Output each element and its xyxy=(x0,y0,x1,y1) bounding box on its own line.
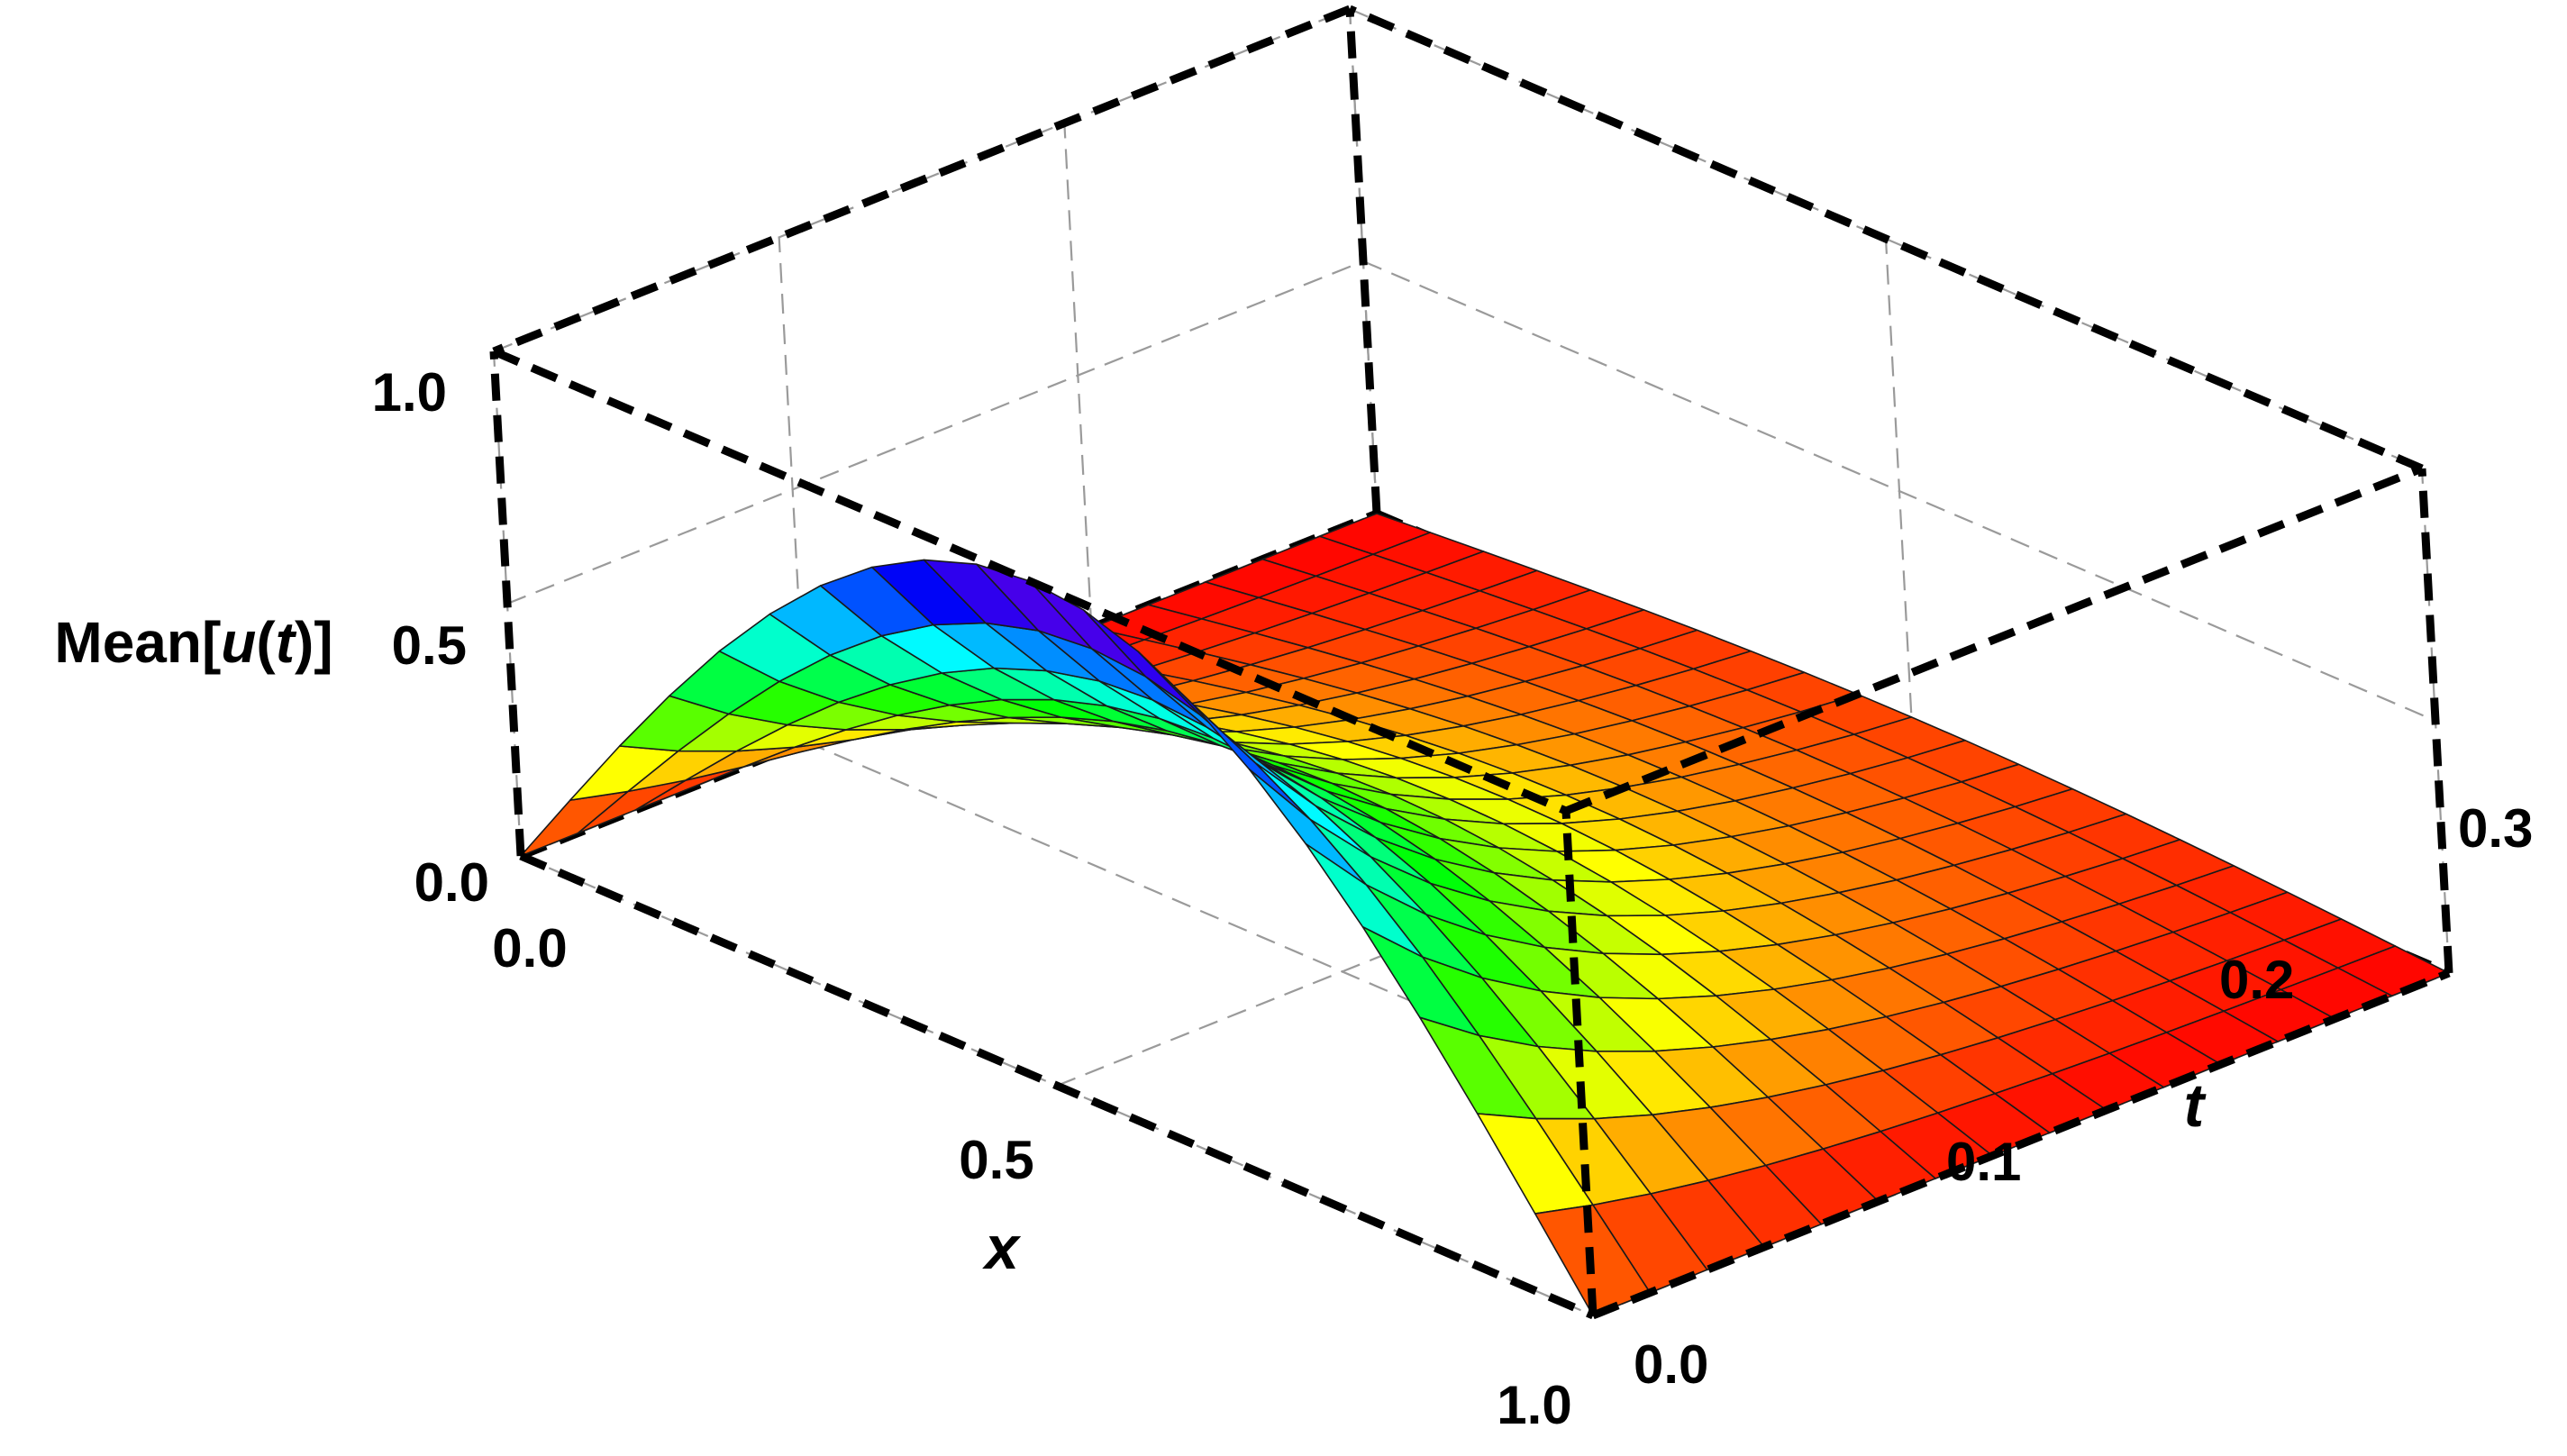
box-edge xyxy=(1348,5,2424,473)
gridline xyxy=(778,237,807,742)
box-edge xyxy=(1564,464,2424,815)
t-axis-label: t xyxy=(2184,1071,2207,1140)
z-tick-label: 0.0 xyxy=(414,852,489,913)
t-axis-ticks: 0.0 0.1 0.2 0.3 xyxy=(1634,798,2533,1395)
t-tick-label: 0.2 xyxy=(2219,950,2294,1010)
gridline xyxy=(806,741,1880,1203)
z-label-part: u xyxy=(221,610,256,675)
gridline xyxy=(1063,123,1093,628)
z-tick-label: 0.5 xyxy=(392,615,467,676)
box-edge xyxy=(1345,8,1381,514)
gridline xyxy=(1884,238,1915,744)
box-edge xyxy=(2417,468,2453,974)
front-box-edges xyxy=(489,5,2453,1320)
z-label-part: Mean[ xyxy=(54,610,221,675)
gridline xyxy=(506,259,1364,605)
surface-mesh xyxy=(520,513,2450,1316)
box-edge xyxy=(519,851,1595,1320)
x-tick-label: 0.0 xyxy=(492,918,567,978)
z-label-part: )] xyxy=(295,610,333,675)
box-edge xyxy=(492,347,1568,815)
z-tick-label: 1.0 xyxy=(372,362,447,423)
z-label-part: ( xyxy=(256,610,276,675)
t-tick-label: 0.3 xyxy=(2458,798,2533,859)
x-tick-label: 0.5 xyxy=(959,1130,1033,1190)
z-axis-ticks: 0.0 0.5 1.0 xyxy=(372,362,489,913)
box-edge xyxy=(492,5,1352,356)
box-edge xyxy=(489,350,525,857)
x-axis-ticks: 0.0 0.5 1.0 xyxy=(492,918,1571,1435)
box-edge xyxy=(1591,969,2451,1320)
t-tick-label: 0.0 xyxy=(1634,1334,1708,1395)
t-tick-label: 0.1 xyxy=(1946,1132,2021,1192)
z-label-part: t xyxy=(276,610,297,675)
z-axis-label: Mean[u(t)] xyxy=(54,610,332,675)
x-tick-label: 1.0 xyxy=(1497,1375,1571,1435)
x-axis-label: x xyxy=(982,1214,1022,1282)
box-edge xyxy=(1561,810,1598,1316)
